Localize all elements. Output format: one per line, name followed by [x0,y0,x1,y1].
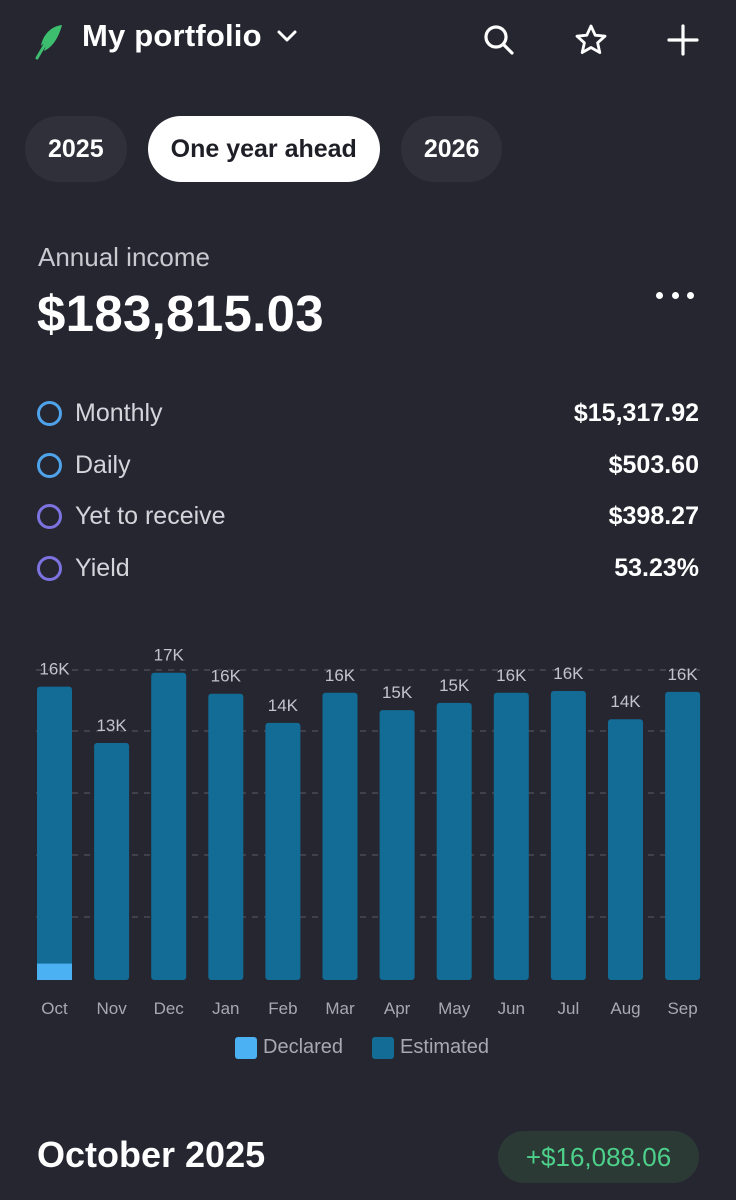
feather-logo-icon [35,25,62,60]
monthly-income-chart: 16K Oct 13K Nov 17K Dec 16K Jan 14K Feb 16K Mar 15K A… [0,630,736,1070]
bar-value-label: 16K [211,667,242,686]
bar-value-label: 16K [667,665,698,684]
x-tick-label: Oct [41,999,68,1018]
add-button[interactable] [665,22,701,58]
bar-estimated-sep [665,691,701,980]
x-tick-label: Mar [325,999,355,1018]
ring-icon [37,504,62,530]
legend-item-declared: Declared [235,1036,343,1059]
stat-row-yield: Yield 53.23% [37,543,699,595]
app-header: My portfolio [0,0,736,84]
bar-estimated-aug [608,719,643,980]
bar-value-label: 17K [154,646,185,665]
stat-value: $503.60 [608,450,699,479]
more-dot-icon [687,291,694,299]
bar-estimated-feb [265,722,301,980]
x-tick-label: Nov [96,999,127,1018]
stat-value: $398.27 [608,502,699,531]
x-tick-label: Dec [154,999,185,1018]
more-dot-icon [656,291,663,299]
x-tick-label: Jun [498,999,525,1018]
more-dot-icon [671,291,679,299]
legend-item-estimated: Estimated [372,1036,489,1059]
portfolio-title: My portfolio [82,18,262,53]
ring-icon [37,401,62,427]
stat-label: Monthly [75,399,163,428]
bar-value-label: 16K [496,666,527,685]
bar-value-label: 14K [268,696,299,715]
bar-estimated-jun [493,692,529,980]
x-tick-label: Jan [212,999,239,1018]
favorite-button[interactable] [573,22,609,58]
income-stats: Monthly $15,317.92 Daily $503.60 Yet to … [37,388,699,594]
search-button[interactable] [481,22,517,58]
bar-declared-oct [37,963,72,980]
ring-icon [37,452,62,478]
bar-estimated-dec [151,672,187,980]
chart-legend: Declared Estimated [235,1036,518,1059]
bar-estimated-jul [550,690,586,980]
x-tick-label: May [438,999,471,1018]
x-tick-label: Sep [667,999,697,1018]
bar-estimated-oct [37,686,72,980]
annual-income-value: $183,815.03 [37,285,324,342]
tab-2025[interactable]: 2025 [25,116,127,182]
stat-value: 53.23% [614,553,699,582]
tab-one-year-ahead[interactable]: One year ahead [147,116,380,182]
bar-estimated-may [436,702,472,980]
bar-value-label: 14K [610,692,641,711]
bar-estimated-nov [94,742,130,980]
legend-swatch [372,1036,395,1059]
bar-value-label: 16K [325,666,356,685]
x-tick-label: Jul [558,999,580,1018]
chart-svg: 16K Oct 13K Nov 17K Dec 16K Jan 14K Feb 16K Mar 15K A… [36,646,701,1018]
x-tick-label: Aug [610,999,640,1018]
bar-value-label: 13K [96,716,127,735]
period-tabs: 2025 One year ahead 2026 [25,116,523,182]
annual-income-label: Annual income [38,242,210,272]
bar-estimated-apr [379,710,415,980]
chevron-down-icon [277,30,297,42]
stat-label: Yet to receive [75,502,226,531]
bar-value-label: 15K [439,676,470,695]
stat-value: $15,317.92 [573,399,699,428]
star-icon [575,24,607,54]
stat-label: Yield [75,553,130,582]
bar-value-label: 16K [39,660,70,679]
portfolio-selector[interactable]: My portfolio [82,18,300,54]
ring-icon [37,555,62,581]
month-total-badge: +$16,088.06 [498,1131,699,1183]
tab-2026[interactable]: 2026 [400,116,503,182]
bar-estimated-mar [322,692,358,980]
legend-swatch [235,1036,257,1059]
stat-row-yet-to-receive: Yet to receive $398.27 [37,491,699,543]
x-tick-label: Apr [384,999,411,1018]
bar-value-label: 16K [553,664,584,683]
stat-label: Daily [75,450,131,479]
month-section-title: October 2025 [37,1134,266,1175]
x-tick-label: Feb [268,999,297,1018]
more-options-button[interactable] [650,280,700,310]
stat-row-daily: Daily $503.60 [37,440,699,492]
stat-row-monthly: Monthly $15,317.92 [37,388,699,440]
bar-estimated-jan [208,693,244,980]
search-icon [484,25,514,55]
legend-label: Estimated [400,1036,489,1058]
legend-label: Declared [263,1036,344,1058]
plus-icon [667,24,699,56]
bar-value-label: 15K [382,683,413,702]
